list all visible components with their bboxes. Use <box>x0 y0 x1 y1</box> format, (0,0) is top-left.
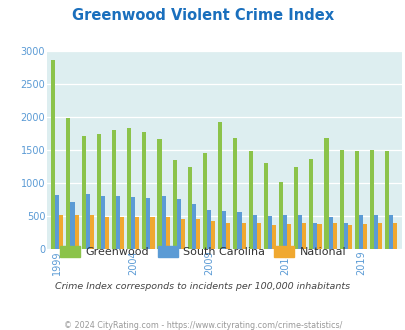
Bar <box>157 139 161 249</box>
Bar <box>100 196 104 249</box>
Bar <box>233 138 237 249</box>
Bar <box>309 159 313 249</box>
Bar <box>369 150 373 249</box>
Bar <box>112 130 116 249</box>
Bar <box>142 132 146 249</box>
Bar <box>241 223 245 249</box>
Bar <box>252 215 256 249</box>
Bar <box>196 219 200 249</box>
Bar <box>172 160 176 249</box>
Bar <box>188 167 192 249</box>
Bar <box>90 215 94 249</box>
Bar <box>317 224 321 249</box>
Bar <box>384 151 388 249</box>
Bar <box>51 60 55 249</box>
Bar <box>347 225 351 249</box>
Bar <box>104 217 109 249</box>
Bar <box>180 219 184 249</box>
Bar <box>96 134 100 249</box>
Bar <box>297 215 302 249</box>
Bar <box>75 215 79 249</box>
Bar <box>248 151 252 249</box>
Bar <box>328 217 332 249</box>
Bar <box>211 221 215 249</box>
Bar <box>127 128 131 249</box>
Bar <box>388 215 392 249</box>
Bar <box>135 217 139 249</box>
Bar <box>313 223 317 249</box>
Bar <box>286 224 290 249</box>
Bar <box>377 223 382 249</box>
Bar <box>66 118 70 249</box>
Bar <box>263 163 267 249</box>
Bar <box>256 223 260 249</box>
Bar <box>131 197 135 249</box>
Bar <box>81 136 85 249</box>
Bar <box>207 210 211 249</box>
Bar <box>271 225 275 249</box>
Bar <box>324 138 328 249</box>
Bar <box>282 215 286 249</box>
Bar <box>332 223 336 249</box>
Text: © 2024 CityRating.com - https://www.cityrating.com/crime-statistics/: © 2024 CityRating.com - https://www.city… <box>64 321 341 330</box>
Bar <box>55 195 59 249</box>
Bar <box>278 182 282 249</box>
Bar <box>202 153 207 249</box>
Bar <box>237 212 241 249</box>
Bar <box>354 151 358 249</box>
Bar <box>358 215 362 249</box>
Bar <box>116 196 120 249</box>
Text: Crime Index corresponds to incidents per 100,000 inhabitants: Crime Index corresponds to incidents per… <box>55 282 350 291</box>
Bar <box>120 217 124 249</box>
Bar <box>373 215 377 249</box>
Bar <box>217 122 222 249</box>
Bar <box>302 223 306 249</box>
Bar <box>339 150 343 249</box>
Bar <box>192 204 196 249</box>
Text: Greenwood Violent Crime Index: Greenwood Violent Crime Index <box>72 8 333 23</box>
Bar <box>85 194 90 249</box>
Bar <box>161 196 165 249</box>
Bar <box>362 224 366 249</box>
Bar <box>176 199 180 249</box>
Bar <box>59 215 63 249</box>
Bar <box>222 211 226 249</box>
Bar <box>70 202 75 249</box>
Bar <box>165 217 169 249</box>
Bar <box>343 223 347 249</box>
Bar <box>293 167 297 249</box>
Bar <box>146 198 150 249</box>
Bar <box>392 223 396 249</box>
Bar <box>267 216 271 249</box>
Bar <box>226 223 230 249</box>
Legend: Greenwood, South Carolina, National: Greenwood, South Carolina, National <box>55 242 350 262</box>
Bar <box>150 217 154 249</box>
